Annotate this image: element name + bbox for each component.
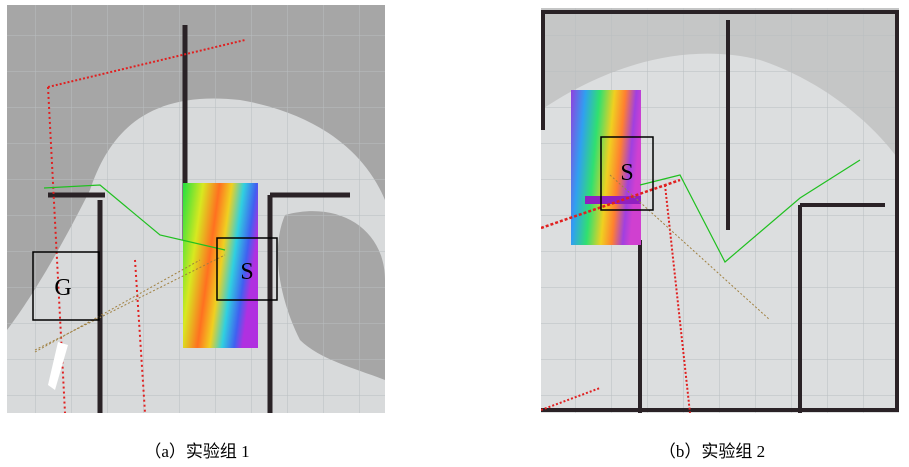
start-label: S (620, 160, 633, 186)
start-label: S (240, 259, 253, 285)
figure: G S S （a）实验组 1 （b）实验组 2 (0, 0, 909, 467)
caption: （b）实验组 2 (659, 442, 765, 461)
map-panel-a: G S (7, 5, 385, 413)
goal-label: G (54, 275, 71, 301)
caption: （a）实验组 1 (144, 442, 249, 461)
page: {"panels": [ {"labels": ["G", "S"], "cap… (0, 0, 909, 467)
map-panel-b: S (541, 8, 899, 413)
